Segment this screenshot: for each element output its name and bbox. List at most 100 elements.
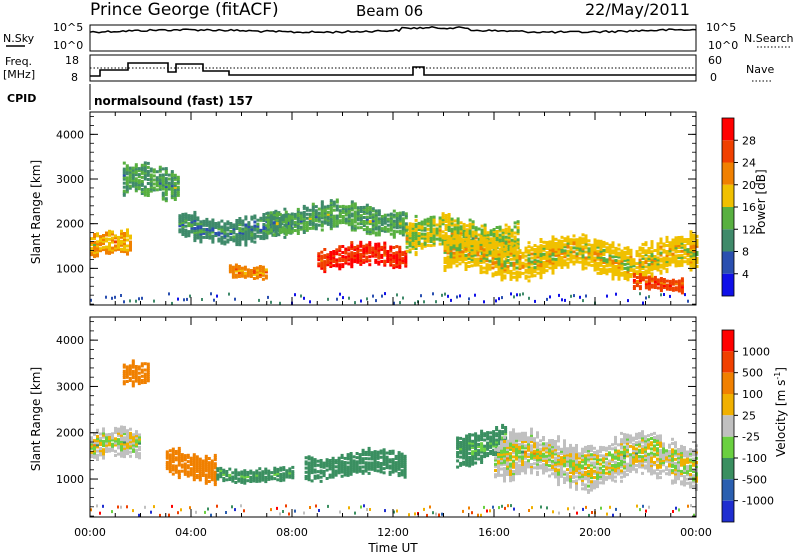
power-echo-cell (467, 256, 471, 260)
power-echo-cell (473, 259, 477, 263)
velocity-echo-cell (349, 460, 353, 464)
power-echo-cell (255, 274, 259, 278)
power-echo-cell (414, 251, 418, 255)
velocity-echo-cell (126, 433, 129, 437)
velocity-echo-cell (581, 481, 584, 484)
power-echo-cell (498, 227, 502, 231)
power-echo-cell (392, 246, 396, 249)
power-echo-cell (108, 229, 111, 233)
power-echo-cell (435, 229, 439, 233)
power-echo-cell (353, 256, 357, 260)
power-echo-cell (503, 276, 507, 280)
power-echo-cell (620, 263, 624, 267)
power-echo-cell (181, 221, 185, 224)
velocity-echo-cell (533, 466, 536, 470)
power-echo-cell (143, 193, 147, 197)
power-echo-cell (438, 228, 442, 232)
power-echo-cell (281, 230, 285, 234)
velocity-echo-cell (90, 450, 93, 454)
power-echo-cell (617, 259, 621, 263)
power-echo-cell (647, 267, 651, 271)
velocity-echo-cell (135, 442, 138, 446)
power-echo-cell (237, 273, 241, 276)
velocity-echo-cell (495, 426, 499, 429)
power-echo-cell (596, 251, 600, 255)
power-echo-cell (269, 221, 273, 225)
velocity-echo-cell (198, 463, 202, 467)
power-echo-cell (164, 167, 168, 171)
velocity-echo-cell (590, 469, 593, 473)
power-echo-cell (184, 232, 188, 236)
power-echo-cell (662, 256, 666, 260)
power-echo-cell (513, 231, 517, 235)
velocity-echo-cell (518, 463, 521, 467)
velocity-echo-cell (137, 365, 141, 369)
velocity-echo-cell (282, 478, 286, 482)
power-echo-cell (501, 228, 505, 232)
power-near-range-speckle (111, 296, 113, 300)
power-echo-cell (500, 278, 504, 282)
velocity-echo-cell (536, 448, 539, 451)
velocity-echo-cell (355, 464, 359, 468)
velocity-echo-cell (560, 468, 563, 472)
velocity-echo-cell (210, 459, 214, 463)
power-echo-cell (389, 218, 393, 222)
power-echo-cell (459, 227, 463, 231)
velocity-echo-cell (521, 436, 524, 439)
power-echo-cell (488, 243, 492, 247)
power-echo-cell (149, 183, 153, 187)
velocity-echo-cell (515, 457, 518, 461)
velocity-echo-cell (313, 458, 317, 462)
velocity-echo-cell (102, 439, 105, 443)
power-echo-cell (362, 244, 366, 248)
velocity-echo-cell (506, 448, 509, 451)
power-echo-cell (695, 251, 699, 254)
velocity-echo-cell (129, 454, 132, 458)
power-echo-cell (167, 181, 171, 185)
velocity-echo-cell (186, 472, 190, 476)
power-echo-cell (551, 261, 555, 265)
power-echo-cell (569, 260, 573, 264)
power-echo-cell (545, 247, 549, 250)
velocity-echo-cell (515, 441, 518, 444)
velocity-echo-cell (581, 474, 584, 478)
velocity-echo-cell (497, 446, 500, 450)
velocity-echo-cell (138, 452, 141, 456)
power-echo-cell (99, 249, 102, 253)
velocity-echo-cell (213, 456, 217, 459)
power-echo-cell (350, 245, 354, 249)
velocity-echo-cell (590, 461, 593, 465)
velocity-echo-cell (584, 456, 587, 460)
velocity-echo-cell (521, 438, 524, 441)
velocity-echo-cell (533, 439, 536, 443)
power-echo-cell (184, 220, 188, 224)
velocity-echo-cell (105, 447, 108, 451)
velocity-echo-cell (509, 452, 512, 456)
power-echo-cell (417, 225, 421, 229)
velocity-echo-cell (492, 430, 496, 434)
power-echo-cell (539, 256, 543, 260)
power-echo-cell (320, 204, 324, 208)
power-echo-cell (482, 250, 486, 254)
velocity-echo-cell (477, 436, 481, 440)
power-echo-cell (187, 224, 191, 228)
power-echo-cell (247, 227, 251, 231)
velocity-echo-cell (584, 473, 587, 476)
power-echo-cell (123, 240, 126, 243)
velocity-echo-cell (527, 459, 530, 463)
power-echo-cell (563, 253, 567, 257)
power-echo-cell (476, 253, 480, 257)
power-echo-cell (232, 235, 236, 239)
velocity-echo-cell (102, 427, 105, 431)
power-echo-cell (692, 249, 696, 253)
power-echo-cell (467, 254, 471, 258)
power-echo-cell (167, 173, 171, 177)
velocity-echo-cell (551, 472, 554, 476)
power-echo-cell (533, 244, 537, 247)
power-echo-cell (287, 218, 291, 222)
power-echo-cell (516, 222, 520, 226)
velocity-echo-cell (602, 460, 605, 464)
velocity-echo-cell (358, 469, 362, 473)
velocity-echo-cell (96, 455, 99, 459)
power-echo-cell (677, 279, 681, 283)
